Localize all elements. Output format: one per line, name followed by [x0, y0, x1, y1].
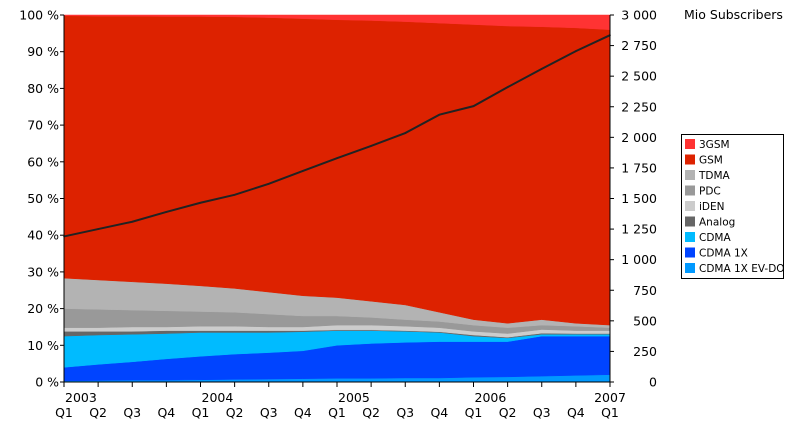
x-tick-label: Q3 — [260, 405, 278, 420]
legend-label-cdma-1x: CDMA 1X — [699, 248, 748, 260]
year-label: 2005 — [338, 390, 370, 405]
x-tick-label: Q2 — [89, 405, 107, 420]
y2-tick-label: 1 250 — [621, 222, 657, 237]
subscribers-point — [267, 183, 270, 185]
area-gsm — [63, 15, 611, 326]
x-tick-label: Q1 — [465, 405, 483, 420]
legend-label-iden: iDEN — [699, 201, 725, 213]
legend-swatch-gsm — [685, 154, 695, 165]
legend-swatch-iden — [685, 201, 695, 211]
stacked-areas — [63, 14, 611, 383]
y2-tick-label: 1 750 — [621, 160, 657, 175]
subscribers-point — [165, 211, 168, 213]
legend-swatch-cdma-1x — [685, 247, 695, 258]
y-tick-label: 0 % — [35, 375, 59, 390]
y-tick-label: 50 % — [27, 191, 59, 206]
x-tick-label: Q3 — [123, 405, 141, 420]
subscribers-point — [336, 157, 338, 159]
subscribers-point — [404, 132, 407, 134]
subscribers-point — [472, 105, 475, 107]
y2-tick-label: 2 000 — [621, 130, 657, 145]
y2-tick-label: 250 — [633, 344, 657, 359]
legend-swatch-tdma — [685, 170, 695, 180]
x-tick-label: Q2 — [499, 405, 517, 420]
y2-tick-label: 2 500 — [621, 69, 657, 84]
y-tick-label: 60 % — [27, 154, 59, 169]
y-tick-label: 10 % — [27, 338, 59, 353]
subscribers-point — [506, 86, 509, 88]
subscribers-point — [131, 220, 134, 223]
y-tick-label: 70 % — [27, 118, 59, 133]
legend-label-gsm: GSM — [699, 155, 723, 167]
y2-tick-label: 2 750 — [621, 38, 657, 53]
x-tick-label: Q3 — [533, 405, 551, 420]
axes: 0 % 10 % 20 % 30 % 40 % 50 % 60 % 70 % 80 % 90 % 1… — [19, 8, 657, 421]
y2-tick-label: 500 — [633, 313, 657, 328]
legend-swatch-3gsm — [685, 139, 695, 149]
x-tick-label: Q4 — [157, 405, 175, 420]
subscribers-point — [438, 113, 441, 116]
x-tick-label: Q4 — [294, 405, 312, 420]
subscribers-point — [370, 145, 372, 147]
legend-swatch-pdc — [685, 185, 695, 196]
x-tick-label: Q1 — [192, 405, 210, 420]
y-tick-label: 20 % — [27, 301, 59, 316]
y2-tick-label: 3 000 — [621, 8, 657, 23]
y-tick-label: 80 % — [27, 81, 59, 96]
subscribers-point — [233, 194, 236, 196]
legend-box — [681, 134, 784, 279]
legend-label-analog: Analog — [699, 217, 735, 229]
subscribers-point — [575, 50, 577, 52]
y-tick-label: 90 % — [27, 44, 59, 59]
year-label: 2003 — [65, 390, 97, 405]
subscribers-point — [199, 201, 202, 204]
x-tick-label: Q2 — [362, 405, 380, 420]
year-label: 2004 — [202, 390, 234, 405]
x-tick-label: Q1 — [55, 405, 73, 420]
y2-tick-label: 1 000 — [621, 252, 657, 267]
y2-tick-label: 750 — [633, 283, 657, 298]
y2-tick-label: 2 250 — [621, 99, 657, 114]
x-tick-label: Q3 — [396, 405, 414, 420]
x-tick-label: Q4 — [430, 405, 448, 420]
legend-label-tdma: TDMA — [698, 170, 731, 182]
legend-label-pdc: PDC — [699, 186, 721, 198]
x-tick-label: Q1 — [328, 405, 346, 420]
subscribers-point — [97, 228, 99, 230]
x-tick-label: Q2 — [226, 405, 244, 420]
legend-swatch-analog — [685, 216, 695, 227]
legend-swatch-cdma-1x-ev-do — [685, 263, 695, 273]
y2-axis-label: Mio Subscribers — [684, 7, 783, 22]
subscribers-point — [540, 68, 543, 70]
y2-tick-label: 0 — [649, 375, 657, 390]
y-tick-label: 30 % — [27, 264, 59, 279]
subscribers-point — [302, 170, 304, 172]
year-label: 2007 — [594, 390, 626, 405]
legend: 3GSM GSM TDMA PDC iDEN Analog CDMA CDMA 1X CDMA … — [681, 134, 785, 279]
y-tick-label: 40 % — [27, 228, 59, 243]
legend-label-cdma: CDMA — [699, 232, 731, 244]
legend-swatch-cdma — [685, 232, 695, 242]
subscribers-line-group — [63, 34, 611, 238]
year-label: 2006 — [475, 390, 507, 405]
x-tick-label: Q1 — [601, 405, 619, 420]
x-tick-label: Q4 — [567, 405, 585, 420]
legend-label-cdma-1x-ev-do: CDMA 1X EV-DO — [699, 263, 785, 275]
y-tick-label: 100 % — [19, 8, 59, 23]
legend-label-3gsm: 3GSM — [699, 139, 730, 151]
y2-tick-label: 1 500 — [621, 191, 657, 206]
